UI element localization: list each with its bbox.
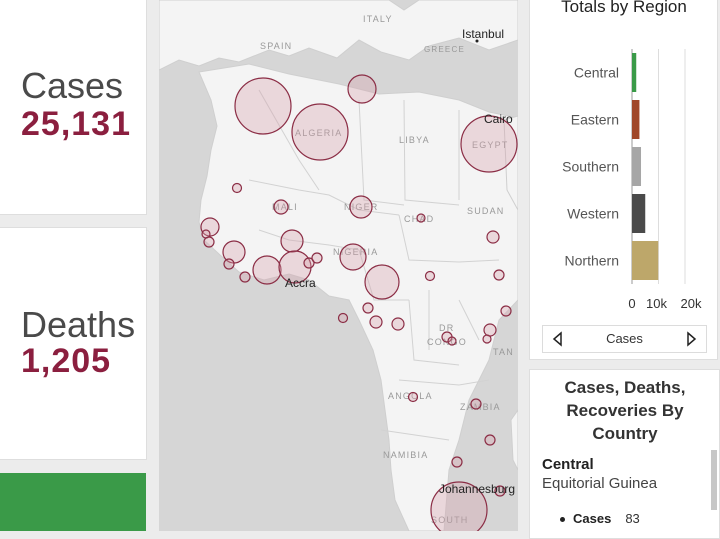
city-dot-istanbul — [475, 39, 479, 43]
chart-tick-label: 10k — [646, 296, 667, 311]
map-label-angola: ANGOLA — [388, 391, 433, 401]
map-label-greece: GREECE — [424, 45, 465, 54]
case-bubble[interactable] — [493, 269, 505, 281]
cases-value: 25,131 — [21, 105, 131, 143]
list-metric: Cases 83 — [560, 511, 640, 526]
map-label-chad: CHAD — [404, 214, 434, 224]
map-label-sudan: SUDAN — [467, 206, 505, 216]
list-country-name[interactable]: Equitorial Guinea — [542, 475, 658, 492]
map-view[interactable]: ITALY SPAIN GREECE ALGERIA LIBYA EGYPT M… — [159, 0, 518, 531]
map-label-algeria: ALGERIA — [295, 128, 342, 138]
list-region-name: Central — [542, 456, 594, 473]
case-bubble[interactable] — [311, 252, 323, 264]
case-bubble[interactable] — [347, 74, 377, 104]
list-scrollbar[interactable] — [711, 450, 717, 510]
recovered-panel — [0, 473, 146, 531]
case-bubble[interactable] — [203, 236, 215, 248]
map-label-spain: SPAIN — [260, 41, 292, 51]
map-label-italy: ITALY — [363, 14, 393, 24]
case-bubble[interactable] — [424, 270, 436, 282]
chart-tick-label: 0 — [628, 296, 635, 311]
chart-title: Totals by Region — [561, 0, 687, 16]
case-bubble[interactable] — [407, 391, 419, 403]
case-bubble[interactable] — [273, 199, 289, 215]
case-bubble[interactable] — [291, 103, 349, 161]
case-bubble[interactable] — [349, 195, 373, 219]
city-label-cairo: Cairo — [484, 112, 513, 126]
chart-category-label: Northern — [565, 253, 619, 269]
deaths-label: Deaths — [21, 304, 136, 345]
case-bubble[interactable] — [500, 305, 512, 317]
case-bubble[interactable] — [234, 77, 292, 135]
list-title-line2: Recoveries By — [566, 401, 684, 420]
chart-bar-central[interactable] — [632, 53, 637, 92]
bullet-icon — [560, 517, 565, 523]
case-bubble[interactable] — [239, 271, 251, 283]
list-title-line3: Country — [592, 424, 658, 443]
chart-pager: Cases — [542, 325, 707, 353]
map-label-dr: DR — [439, 323, 454, 333]
list-title: Cases, Deaths, Recoveries By Country — [530, 376, 719, 445]
caret-right-icon[interactable] — [682, 330, 700, 348]
region-chart-panel: Totals by Region Central Eastern Southern W… — [529, 0, 718, 360]
case-bubble[interactable] — [447, 336, 457, 346]
city-label-johannesburg: Johannesburg — [439, 482, 515, 496]
cases-panel: Cases 25,131 — [0, 0, 147, 215]
case-bubble[interactable] — [364, 264, 400, 300]
chart-category-label: Eastern — [571, 112, 619, 128]
case-bubble[interactable] — [339, 243, 367, 271]
case-bubble[interactable] — [252, 255, 282, 285]
pager-label: Cases — [606, 331, 643, 346]
country-list-panel: Cases, Deaths, Recoveries By Country Cen… — [529, 369, 720, 539]
region-bar-chart: Central Eastern Southern Western Northern 0 10… — [562, 49, 702, 311]
map-label-south: SOUTH — [431, 515, 469, 525]
case-bubble[interactable] — [231, 182, 243, 194]
map-label-niger: NIGER — [344, 202, 379, 212]
city-label-accra: Accra — [285, 276, 316, 290]
chart-category-label: Southern — [562, 159, 619, 175]
case-bubble[interactable] — [484, 434, 496, 446]
metric-label: Cases — [573, 511, 612, 526]
metric-value: 83 — [625, 511, 640, 526]
case-bubble[interactable] — [362, 302, 374, 314]
case-bubble[interactable] — [391, 317, 405, 331]
city-label-istanbul: Istanbul — [462, 27, 504, 41]
case-bubble[interactable] — [451, 456, 463, 468]
map-label-libya: LIBYA — [399, 135, 430, 145]
case-bubble[interactable] — [430, 481, 488, 531]
case-bubble[interactable] — [280, 229, 304, 253]
chart-tick-label: 20k — [681, 296, 702, 311]
chart-bar-eastern[interactable] — [632, 100, 640, 139]
case-bubble[interactable] — [337, 312, 349, 324]
map-label-egypt: EGYPT — [472, 140, 509, 150]
case-bubble[interactable] — [483, 323, 497, 337]
chart-bar-western[interactable] — [632, 194, 646, 233]
map-label-namibia: NAMIBIA — [383, 450, 428, 460]
case-bubble[interactable] — [494, 485, 506, 497]
cases-label: Cases — [21, 65, 124, 106]
case-bubble[interactable] — [470, 398, 482, 410]
map-label-nigeria: NIGERIA — [333, 247, 378, 257]
case-bubble[interactable] — [416, 213, 426, 223]
case-bubble[interactable] — [482, 334, 492, 344]
case-bubble[interactable] — [486, 230, 500, 244]
deaths-value: 1,205 — [21, 342, 112, 380]
list-title-line1: Cases, Deaths, — [564, 378, 686, 397]
case-bubble[interactable] — [369, 315, 383, 329]
case-bubble[interactable] — [460, 115, 518, 173]
map-label-mali: MALI — [272, 202, 298, 212]
deaths-panel: Deaths 1,205 — [0, 227, 147, 460]
case-bubble[interactable] — [303, 257, 315, 269]
chart-category-label: Central — [574, 65, 619, 81]
chart-bar-northern[interactable] — [632, 241, 659, 280]
caret-left-icon[interactable] — [549, 330, 567, 348]
chart-category-label: Western — [567, 206, 619, 222]
chart-bar-southern[interactable] — [632, 147, 642, 186]
map-label-tanzania: TAN — [493, 347, 514, 357]
case-bubble[interactable] — [223, 258, 235, 270]
